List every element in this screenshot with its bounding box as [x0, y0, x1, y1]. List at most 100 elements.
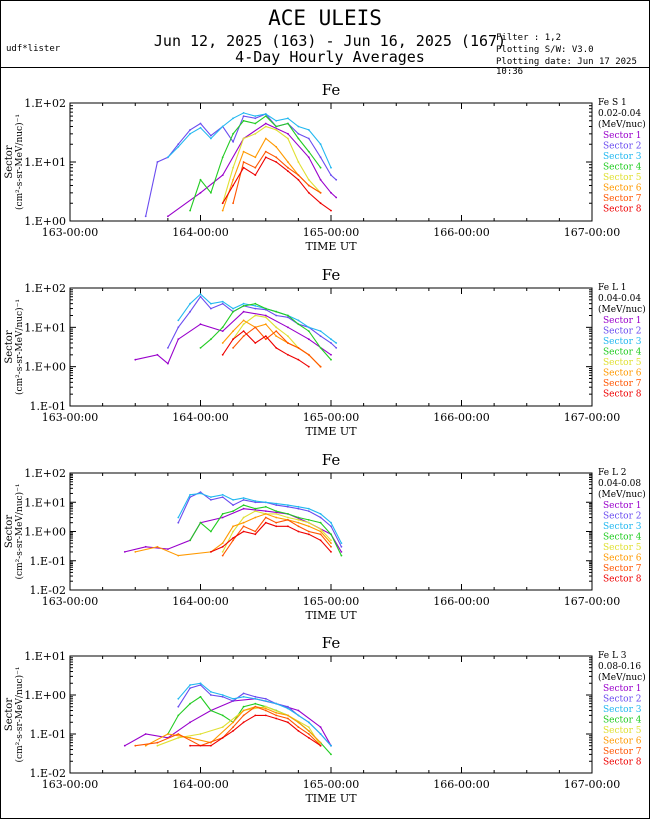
y-axis-units: (cm²-s-sr-MeV/nuc)⁻¹ [14, 299, 25, 395]
legend-entry-sector-1: Sector 1 [603, 316, 641, 326]
data-point [264, 115, 267, 117]
data-point [254, 697, 257, 700]
data-point [287, 117, 289, 120]
data-point [275, 125, 278, 128]
data-point [287, 342, 289, 344]
energy-info-line: Fe S 1 [598, 98, 627, 108]
data-point [275, 119, 278, 122]
data-point [297, 358, 300, 361]
data-point [297, 174, 300, 177]
data-point [232, 330, 235, 332]
series-line-sector-3 [177, 682, 332, 747]
data-point [287, 519, 289, 521]
data-point [242, 692, 245, 695]
data-point [254, 342, 257, 344]
data-point [287, 513, 289, 515]
data-point [232, 140, 235, 143]
legend-entry-sector-4: Sector 4 [603, 163, 642, 173]
legend-entry-sector-7: Sector 7 [603, 379, 642, 389]
data-point [319, 335, 322, 337]
data-point [254, 530, 257, 533]
plot-frame [69, 287, 593, 407]
data-point [297, 721, 300, 724]
data-point [275, 314, 278, 317]
x-axis-label: TIME UT [305, 792, 357, 805]
legend-entry-sector-2: Sector 2 [603, 327, 641, 337]
data-point [144, 215, 147, 218]
data-point [275, 521, 278, 524]
data-point [199, 682, 202, 685]
data-point [307, 730, 310, 732]
data-point [177, 326, 180, 329]
legend-entry-sector-2: Sector 2 [603, 512, 641, 522]
data-point [232, 530, 235, 533]
legend-entry-sector-6: Sector 6 [603, 737, 642, 747]
data-point [319, 365, 322, 368]
data-point [177, 736, 180, 739]
data-point [254, 510, 257, 512]
x-tick-label: 167-00:00 [564, 778, 620, 791]
data-point [254, 516, 257, 519]
data-point [264, 122, 267, 125]
data-point [221, 496, 224, 498]
data-point [330, 358, 332, 361]
legend-entry-sector-6: Sector 6 [603, 369, 642, 379]
data-point [242, 721, 245, 724]
data-point [232, 697, 235, 700]
data-point [319, 156, 322, 159]
data-point [307, 330, 310, 332]
data-point [221, 342, 224, 344]
data-point [156, 545, 159, 548]
data-point [307, 338, 310, 341]
data-point [287, 335, 289, 337]
data-point [123, 551, 126, 553]
data-point [275, 310, 278, 313]
data-point [199, 126, 202, 129]
data-point [254, 533, 257, 536]
data-point [275, 516, 278, 519]
data-point [264, 505, 267, 508]
legend-entry-sector-4: Sector 4 [603, 716, 642, 726]
data-point [264, 521, 267, 524]
series-line-sector-3 [177, 293, 337, 344]
data-point [221, 726, 224, 728]
data-point [275, 711, 278, 714]
data-point [330, 521, 332, 524]
data-point [242, 516, 245, 519]
data-point [210, 499, 212, 501]
data-point [177, 521, 180, 524]
energy-info-line: 0.04-0.04 [598, 294, 641, 304]
data-point [199, 122, 202, 125]
data-point [275, 510, 278, 512]
data-point [264, 307, 267, 310]
plot-frame [69, 655, 593, 774]
y-tick-label: 1.E-01 [30, 400, 66, 413]
data-point [275, 129, 278, 131]
data-point [254, 695, 257, 698]
data-point [264, 513, 267, 515]
data-point [319, 143, 322, 146]
legend-entry-sector-1: Sector 1 [603, 501, 641, 511]
data-point [254, 117, 257, 120]
data-point [275, 717, 278, 720]
data-point [319, 528, 322, 531]
data-point [232, 184, 235, 187]
data-point [319, 513, 322, 515]
series-line-sector-5 [232, 314, 321, 368]
data-point [232, 307, 235, 310]
data-point [254, 122, 257, 125]
data-point [242, 119, 245, 122]
data-point [189, 129, 192, 131]
data-point [287, 714, 289, 717]
data-point [307, 129, 310, 131]
data-point [232, 132, 235, 135]
data-point [319, 530, 322, 533]
data-point [275, 326, 278, 329]
plot-date-label: Plotting date: Jun 17 2025 10:36 [496, 57, 637, 77]
data-point [307, 530, 310, 533]
y-tick-label: 1.E+00 [24, 361, 66, 374]
data-point [264, 705, 267, 708]
data-point [297, 137, 300, 140]
data-point [232, 726, 235, 728]
data-point [210, 709, 212, 712]
